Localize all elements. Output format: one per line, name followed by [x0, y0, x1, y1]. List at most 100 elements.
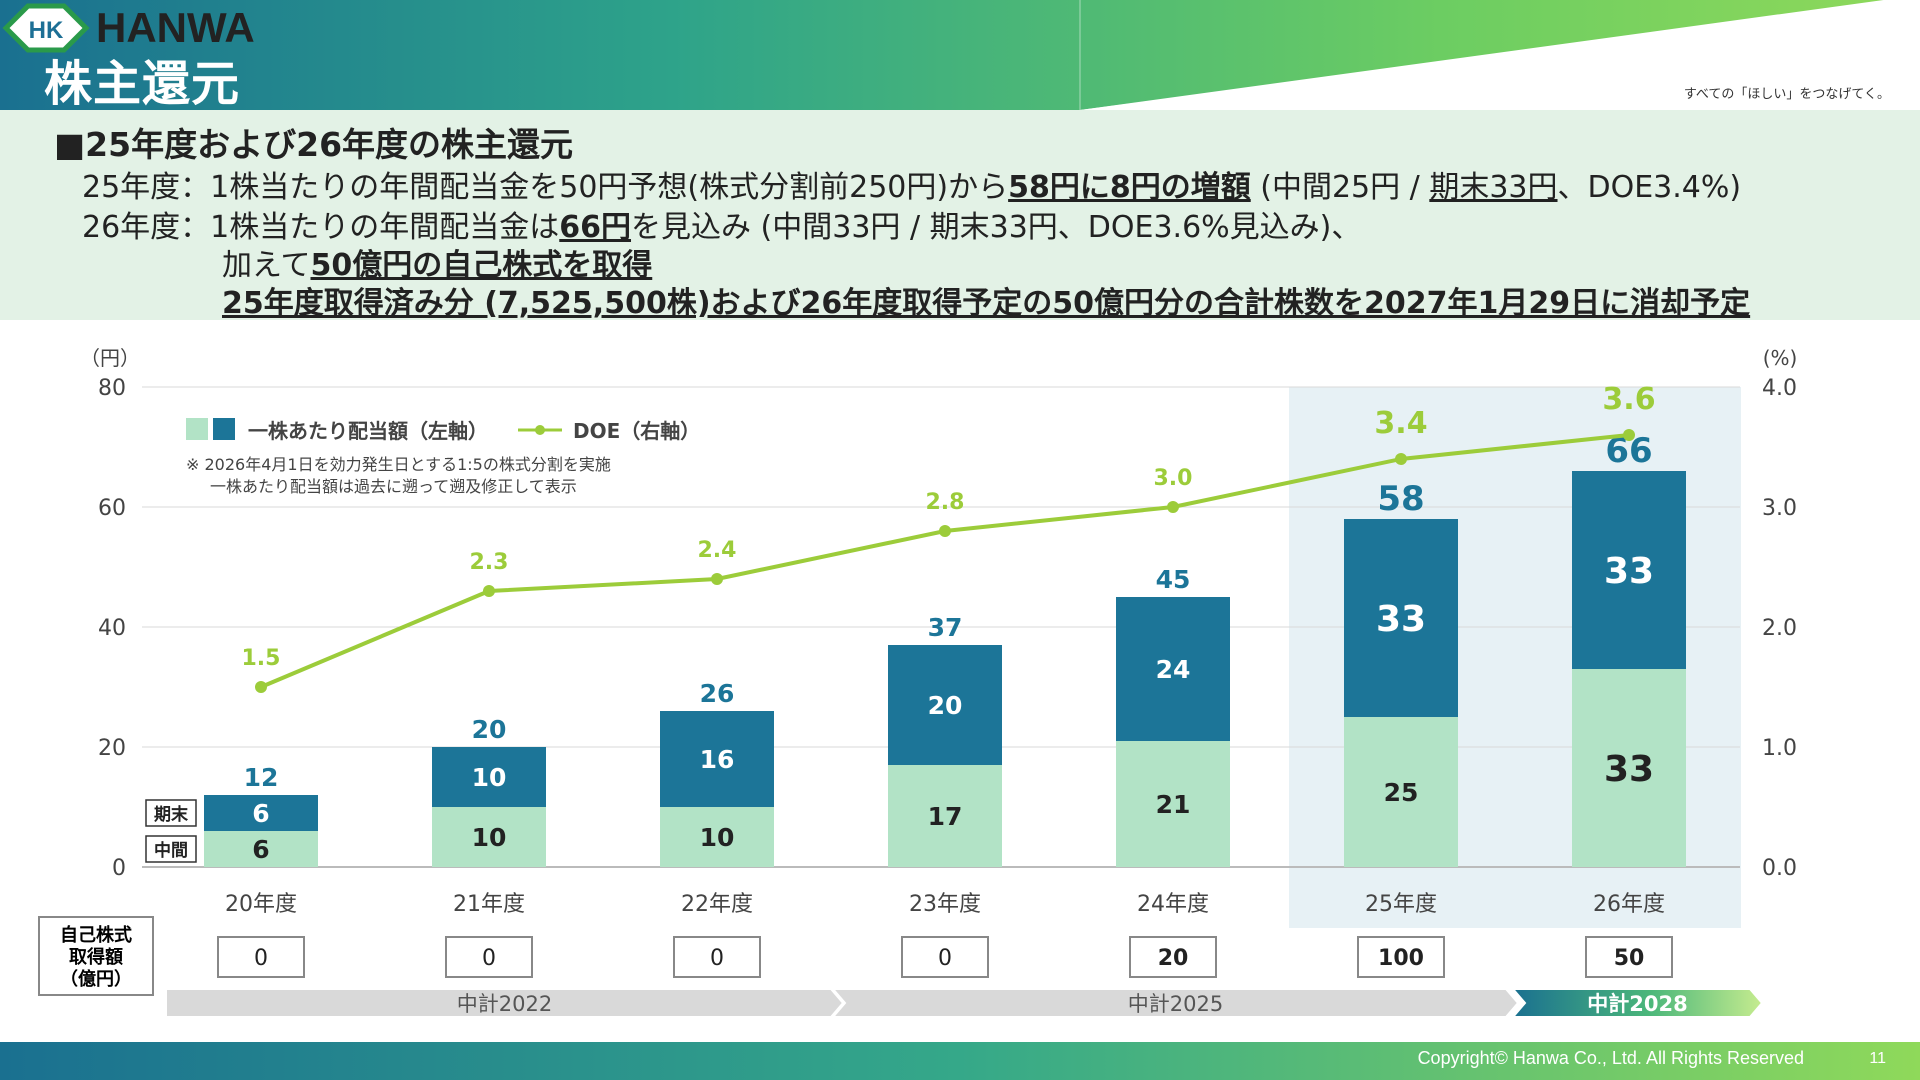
- doe-point: [1167, 501, 1179, 513]
- summary-panel: ■25年度および26年度の株主還元 25年度：1株当たりの年間配当金を50円予想…: [0, 110, 1920, 322]
- doe-point: [939, 525, 951, 537]
- fy25-prefix: 25年度：1株当たりの年間配当金を50円予想(株式分割前250円)から: [82, 170, 1009, 205]
- bar-final: [432, 747, 546, 807]
- header-banner: 株主還元 HK HANWA すべての「ほしい」をつなげてく。: [0, 0, 1920, 112]
- doe-label: 2.4: [698, 538, 737, 563]
- buyback-value: 0: [445, 936, 533, 978]
- chart-note: 一株あたり配当額は過去に遡って遡及修正して表示: [210, 477, 577, 496]
- bar-total-label: 26: [700, 679, 735, 708]
- buyback-value: 0: [217, 936, 305, 978]
- legend-line-dot: [535, 425, 545, 435]
- y-right-tick-label: 4.0: [1762, 376, 1797, 401]
- bar-final-label: 10: [472, 763, 507, 792]
- x-tick-label: 22年度: [681, 892, 753, 917]
- bar-interim: [1116, 741, 1230, 867]
- plan-arrow: [165, 988, 845, 1018]
- bar-interim: [888, 765, 1002, 867]
- bar-final-label: 33: [1604, 551, 1654, 592]
- buyback-value: 100: [1357, 936, 1445, 978]
- bar-interim: [660, 807, 774, 867]
- bar-total-label: 37: [928, 613, 963, 642]
- bar-final: [1572, 471, 1686, 669]
- bar-interim: [204, 831, 318, 867]
- chart-note: ※ 2026年4月1日を効力発生日とする1:5の株式分割を実施: [186, 455, 611, 474]
- x-tick-label: 21年度: [453, 892, 525, 917]
- bar-total-label: 20: [472, 715, 507, 744]
- fy25-detail-underlined: 期末33円: [1429, 170, 1558, 205]
- page-number: 11: [1869, 1050, 1886, 1067]
- fy26-line2-prefix: 加えて: [222, 248, 311, 283]
- summary-heading: ■25年度および26年度の株主還元: [54, 125, 574, 164]
- y-left-tick-label: 60: [98, 496, 126, 521]
- y-right-unit: (%): [1763, 346, 1798, 370]
- logo-tagline: すべての「ほしい」をつなげてく。: [1683, 87, 1890, 102]
- legend-line-label: DOE（右軸）: [573, 419, 700, 443]
- doe-label: 2.3: [470, 550, 509, 575]
- x-tick-label: 24年度: [1137, 892, 1209, 917]
- bar-final-label: 20: [928, 691, 963, 720]
- footer-bar: [0, 1042, 1920, 1080]
- segment-tag-interim-box: [145, 835, 197, 863]
- fy26-line3: 25年度取得済み分 (7,525,500株)および26年度取得予定の50億円分の…: [222, 278, 1750, 322]
- doe-point: [711, 573, 723, 585]
- bar-final: [1344, 519, 1458, 717]
- fy26-line: 26年度：1株当たりの年間配当金は66円を見込み (中間33円 / 期末33円、…: [82, 202, 1361, 246]
- doe-point: [1395, 453, 1407, 465]
- bar-interim-label: 17: [928, 802, 963, 831]
- buyback-label: 自己株式 取得額 （億円）: [38, 916, 154, 996]
- plan-label: 中計2022: [457, 992, 552, 1016]
- buyback-value: 0: [901, 936, 989, 978]
- legend-swatch-interim: [186, 418, 208, 440]
- buyback-label-line: 自己株式: [60, 925, 132, 946]
- bar-interim-label: 10: [472, 823, 507, 852]
- bar-interim: [1344, 717, 1458, 867]
- fy25-detail-b: 、DOE3.4%): [1557, 170, 1742, 205]
- doe-label: 3.4: [1374, 406, 1427, 441]
- doe-label: 3.6: [1602, 382, 1655, 417]
- doe-point: [483, 585, 495, 597]
- y-right-tick-label: 3.0: [1762, 496, 1797, 521]
- hanwa-logo: HK HANWA: [2, 3, 255, 53]
- fy26-prefix: 26年度：1株当たりの年間配当金は: [82, 210, 560, 245]
- y-left-unit: （円）: [80, 346, 140, 370]
- x-tick-label: 20年度: [225, 892, 297, 917]
- doe-label: 2.8: [926, 490, 965, 515]
- fy25-detail-a: (中間25円 /: [1250, 170, 1430, 205]
- fy25-highlight: 58円に8円の増額: [1008, 170, 1251, 205]
- buyback-value: 50: [1585, 936, 1673, 978]
- bar-final: [660, 711, 774, 807]
- fy26-line2: 加えて50億円の自己株式を取得: [222, 240, 652, 284]
- bar-total-label: 12: [244, 763, 279, 792]
- plan-label: 中計2025: [1128, 992, 1223, 1016]
- page-title: 株主還元: [44, 56, 241, 112]
- legend-bar-label: 一株あたり配当額（左軸）: [248, 419, 488, 443]
- x-tick-label: 26年度: [1593, 892, 1665, 917]
- bar-final-label: 6: [252, 799, 269, 828]
- segment-tag-interim: 中間: [154, 840, 188, 861]
- bar-final-label: 33: [1376, 599, 1426, 640]
- bar-interim-label: 25: [1384, 778, 1419, 807]
- y-right-tick-label: 1.0: [1762, 736, 1797, 761]
- segment-tag-final: 期末: [154, 804, 189, 825]
- plan-label: 中計2028: [1587, 992, 1687, 1016]
- dividend-chart: 0 20 40 60 80 0.0 1.0 2.0 3.0 4.0 （円） (%) 6 6 12 20年度 10…: [80, 346, 1798, 1018]
- logo-mark: HK: [29, 17, 64, 44]
- y-left-tick-label: 0: [112, 856, 126, 881]
- segment-tag-final-box: [145, 799, 197, 827]
- bar-total-label: 45: [1156, 565, 1191, 594]
- y-left-tick-label: 40: [98, 616, 126, 641]
- logo-text: HANWA: [96, 4, 255, 51]
- y-left-tick-label: 20: [98, 736, 126, 761]
- fy26-suffix: を見込み (中間33円 / 期末33円、DOE3.6%見込み)、: [631, 210, 1362, 245]
- bar-total-label: 58: [1377, 479, 1424, 519]
- bar-final: [1116, 597, 1230, 741]
- bar-interim-label: 6: [252, 835, 269, 864]
- plan-arrow: [1510, 988, 1764, 1018]
- fy26-line2-highlight: 50億円の自己株式を取得: [310, 248, 653, 283]
- bar-final: [888, 645, 1002, 765]
- y-left-tick-label: 80: [98, 376, 126, 401]
- plan-arrow: [830, 988, 1520, 1018]
- fy26-highlight: 66円: [559, 210, 632, 245]
- y-right-tick-label: 2.0: [1762, 616, 1797, 641]
- legend-swatch-final: [213, 418, 235, 440]
